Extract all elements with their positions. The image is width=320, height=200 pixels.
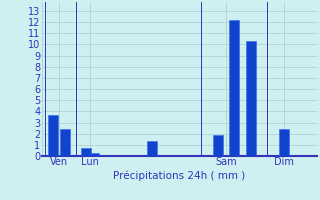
Bar [246,41,256,156]
Bar [81,148,91,156]
Bar [213,135,223,156]
Bar [48,115,58,156]
Bar [89,153,99,156]
Bar [60,129,70,156]
Bar [229,20,239,156]
Bar [279,129,289,156]
X-axis label: Précipitations 24h ( mm ): Précipitations 24h ( mm ) [113,170,245,181]
Bar [147,141,157,156]
